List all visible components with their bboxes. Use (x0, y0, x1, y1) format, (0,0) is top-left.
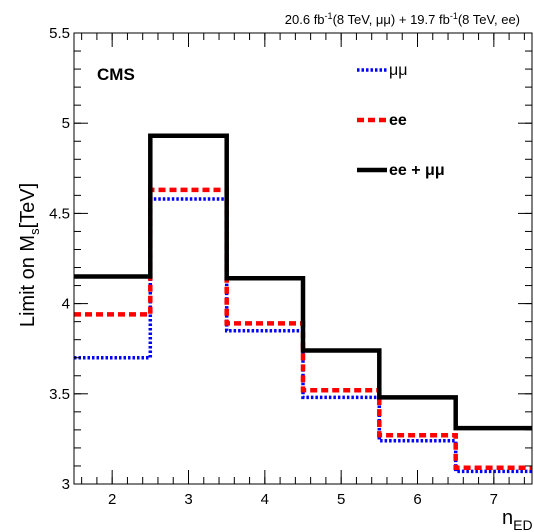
x-tick-label: 2 (108, 491, 116, 508)
y-tick-label: 4.5 (49, 205, 70, 222)
y-tick-label: 3 (62, 476, 70, 493)
x-tick-label: 4 (261, 491, 269, 508)
y-tick-label: 5 (62, 115, 70, 132)
plot-frame (73, 32, 533, 485)
x-tick-label: 3 (184, 491, 192, 508)
tick-layer: 3 3.5 4 4.5 5 5.5 2 3 4 5 6 7 (49, 25, 532, 508)
legend-label: ee (389, 112, 407, 129)
series-line-solid (74, 133, 532, 431)
cms-label: CMS (97, 65, 135, 84)
luminosity-header: 20.6 fb-1(8 TeV, μμ) + 19.7 fb-1(8 TeV, … (285, 11, 520, 27)
x-tick-label: 5 (337, 491, 345, 508)
x-tick-label: 7 (490, 491, 498, 508)
legend-label: ee + μμ (389, 162, 445, 179)
legend-label: μμ (389, 62, 407, 79)
y-tick-label: 3.5 (49, 386, 70, 403)
x-axis-title: nED (502, 507, 533, 532)
y-axis-title: Limit on Ms[TeV] (17, 183, 42, 327)
series-layer (74, 133, 532, 474)
y-tick-label: 4 (62, 296, 70, 313)
legend: μμ ee ee + μμ (357, 62, 445, 179)
y-tick-label: 5.5 (49, 25, 70, 42)
x-tick-label: 6 (413, 491, 421, 508)
